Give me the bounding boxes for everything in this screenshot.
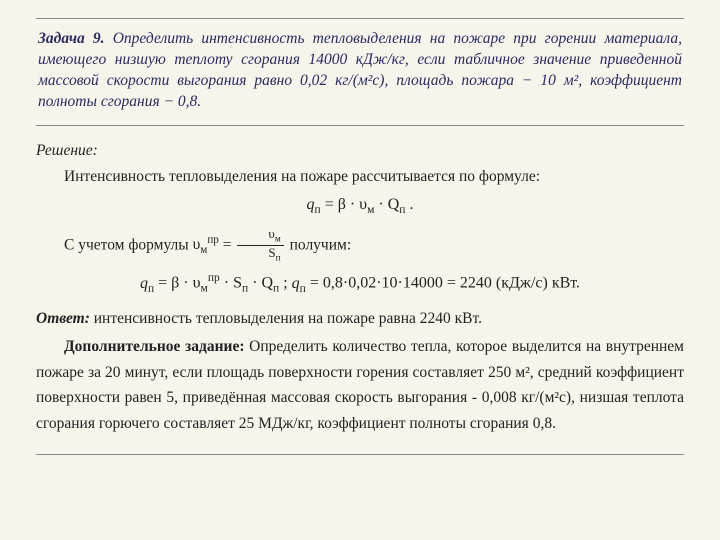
answer-label: Ответ: [36, 310, 90, 327]
extra-label: Дополнительное задание: [64, 338, 245, 355]
l2-lhs: υмпр [193, 236, 219, 253]
f2b-rhs: = 0,8·0,02·10·14000 = 2240 (кДж/с) кВт. [306, 275, 580, 292]
page: Задача 9. Определить интенсивность тепло… [0, 0, 720, 540]
problem-body: Определить интенсивность тепловыделения … [38, 30, 682, 110]
formula-1: qп = β · υм · Qп . [36, 193, 684, 219]
f1-end: . [405, 196, 413, 213]
answer-line: Ответ: интенсивность тепловыделения на п… [36, 308, 684, 330]
f2a-rhs3: · Q [248, 275, 273, 292]
f1-q: qп [307, 196, 321, 213]
f2b: qп [292, 275, 306, 292]
l2-eq: = [219, 236, 236, 253]
l2-pre: С учетом формулы [64, 236, 193, 253]
f2a-sep: ; [279, 275, 291, 292]
extra-task: Дополнительное задание: Определить колич… [36, 334, 684, 436]
f2a-rhs: = β · υ [154, 275, 200, 292]
f1-rhs2: · Q [374, 196, 399, 213]
formula-2: qп = β · υмпр · Sп · Qп ; qп = 0,8·0,02·… [36, 270, 684, 297]
problem-box: Задача 9. Определить интенсивность тепло… [36, 18, 684, 126]
solution-block: Решение: Интенсивность тепловыделения на… [36, 140, 684, 456]
problem-text: Задача 9. Определить интенсивность тепло… [38, 29, 682, 113]
solution-label: Решение: [36, 140, 684, 162]
l2-frac: υмSп [237, 227, 283, 265]
bottom-rule [36, 454, 684, 455]
solution-line1: Интенсивность тепловыделения на пожаре р… [36, 166, 684, 188]
problem-title: Задача 9. [38, 30, 105, 47]
f2a-rhs-sup: пр [208, 272, 220, 284]
l2-post: получим: [286, 236, 351, 253]
solution-line2: С учетом формулы υмпр = υмSп получим: [36, 227, 684, 265]
f2a-rhs2: · S [220, 275, 242, 292]
f2a-rhs-sub: м [201, 283, 208, 295]
f2a: qп [140, 275, 154, 292]
f1-rhs: = β · υ [321, 196, 367, 213]
answer-text: интенсивность тепловыделения на пожаре р… [90, 310, 482, 327]
